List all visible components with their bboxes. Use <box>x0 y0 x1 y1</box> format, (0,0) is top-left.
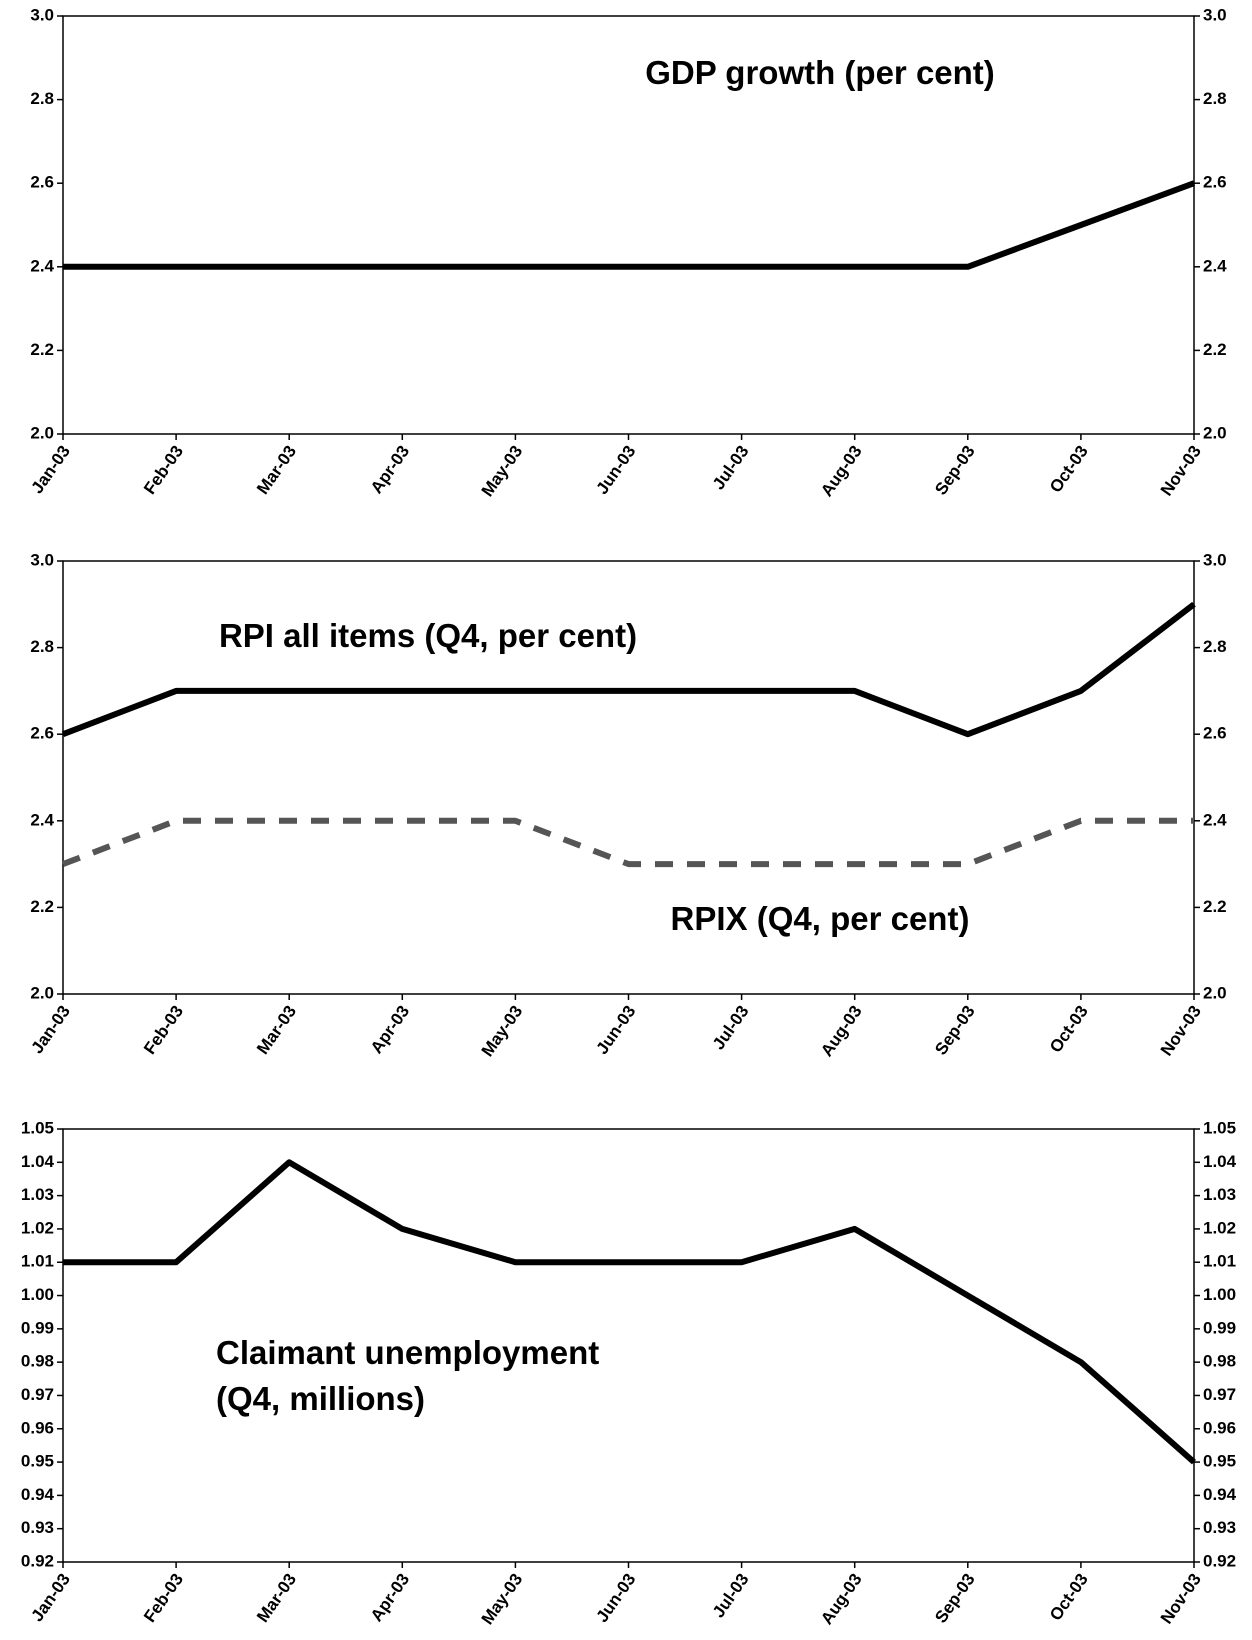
y2-tick-label: 2.4 <box>1203 810 1227 829</box>
x-tick-label: Jun-03 <box>592 1570 639 1626</box>
y2-tick-label: 2.8 <box>1203 89 1227 108</box>
y2-tick-label: 3.0 <box>1203 5 1227 24</box>
y-tick-label: 2.8 <box>30 89 54 108</box>
x-tick-label: Jun-03 <box>592 1002 639 1058</box>
y2-tick-label: 2.2 <box>1203 340 1227 359</box>
y-tick-label: 1.05 <box>21 1118 54 1137</box>
y-tick-label: 0.98 <box>21 1352 54 1371</box>
x-tick-label: Apr-03 <box>367 1570 413 1625</box>
x-tick-label: Jul-03 <box>709 1570 753 1621</box>
y-tick-label: 2.2 <box>30 897 54 916</box>
y2-tick-label: 1.02 <box>1203 1218 1236 1237</box>
x-tick-label: Apr-03 <box>367 442 413 497</box>
y-tick-label: 1.03 <box>21 1185 54 1204</box>
x-tick-label: Sep-03 <box>931 1002 979 1059</box>
y2-tick-label: 2.2 <box>1203 897 1227 916</box>
x-tick-label: Jun-03 <box>592 442 639 498</box>
y-tick-label: 2.0 <box>30 423 54 442</box>
x-tick-label: Jan-03 <box>27 442 73 497</box>
x-tick-label: Aug-03 <box>817 442 866 500</box>
series-line <box>63 180 1196 270</box>
y2-tick-label: 1.00 <box>1203 1285 1236 1304</box>
annotation: RPIX (Q4, per cent) <box>671 900 970 937</box>
y-tick-label: 0.96 <box>21 1418 54 1437</box>
y-tick-label: 3.0 <box>30 5 54 24</box>
x-tick-label: Jan-03 <box>27 1570 73 1625</box>
y2-tick-label: 1.05 <box>1203 1118 1236 1137</box>
x-tick-label: Jul-03 <box>709 1002 753 1053</box>
y2-tick-label: 2.6 <box>1203 724 1227 743</box>
y-tick-label: 0.93 <box>21 1518 54 1537</box>
y-tick-label: 0.92 <box>21 1551 54 1570</box>
y2-tick-label: 2.0 <box>1203 423 1227 442</box>
x-tick-label: Oct-03 <box>1046 442 1092 496</box>
y-tick-label: 2.6 <box>30 724 54 743</box>
x-tick-label: Mar-03 <box>253 1570 300 1626</box>
y2-tick-label: 0.92 <box>1203 1551 1236 1570</box>
y2-tick-label: 2.4 <box>1203 256 1227 275</box>
y-tick-label: 2.0 <box>30 983 54 1002</box>
y-tick-label: 3.0 <box>30 550 54 569</box>
y2-tick-label: 2.8 <box>1203 637 1227 656</box>
y-tick-label: 0.97 <box>21 1385 54 1404</box>
y2-tick-label: 0.94 <box>1203 1485 1237 1504</box>
y-tick-label: 2.2 <box>30 340 54 359</box>
x-tick-label: Feb-03 <box>140 442 187 498</box>
annotation: RPI all items (Q4, per cent) <box>219 617 637 654</box>
x-tick-label: May-03 <box>478 1002 527 1060</box>
x-tick-label: Mar-03 <box>253 442 300 498</box>
x-tick-label: Sep-03 <box>931 1570 979 1627</box>
y-tick-label: 2.8 <box>30 637 54 656</box>
y-tick-label: 2.4 <box>30 256 54 275</box>
plot-frame <box>62 15 1195 435</box>
y-tick-label: 0.94 <box>21 1485 55 1504</box>
y2-tick-label: 0.95 <box>1203 1452 1236 1471</box>
y-tick-label: 0.95 <box>21 1452 54 1471</box>
y-tick-label: 2.6 <box>30 173 54 192</box>
x-tick-label: Apr-03 <box>367 1002 413 1057</box>
series-line <box>61 817 1194 868</box>
y-tick-label: 1.04 <box>21 1152 55 1171</box>
y2-tick-label: 0.93 <box>1203 1518 1236 1537</box>
x-tick-label: Mar-03 <box>253 1002 300 1058</box>
x-tick-label: Nov-03 <box>1157 442 1205 499</box>
y-tick-label: 2.4 <box>30 810 54 829</box>
x-tick-label: Jul-03 <box>709 442 753 493</box>
y2-tick-label: 2.0 <box>1203 983 1227 1002</box>
annotation: Claimant unemployment <box>216 1334 599 1371</box>
y-tick-label: 1.02 <box>21 1218 54 1237</box>
y2-tick-label: 1.04 <box>1203 1152 1237 1171</box>
y-tick-label: 1.01 <box>21 1252 54 1271</box>
x-tick-label: Nov-03 <box>1157 1002 1205 1059</box>
x-tick-label: Aug-03 <box>817 1002 866 1060</box>
annotation: GDP growth (per cent) <box>645 54 995 91</box>
series-line <box>63 1159 1196 1465</box>
y2-tick-label: 2.6 <box>1203 173 1227 192</box>
x-tick-label: May-03 <box>478 1570 527 1628</box>
y2-tick-label: 1.01 <box>1203 1252 1236 1271</box>
x-tick-label: Sep-03 <box>931 442 979 499</box>
x-tick-label: Aug-03 <box>817 1570 866 1628</box>
x-tick-label: Feb-03 <box>140 1002 187 1058</box>
y2-tick-label: 0.96 <box>1203 1418 1236 1437</box>
y2-tick-label: 0.98 <box>1203 1352 1236 1371</box>
x-tick-label: Feb-03 <box>140 1570 187 1626</box>
y-tick-label: 1.00 <box>21 1285 54 1304</box>
y2-tick-label: 0.99 <box>1203 1318 1236 1337</box>
y2-tick-label: 3.0 <box>1203 550 1227 569</box>
x-tick-label: Nov-03 <box>1157 1570 1205 1627</box>
x-tick-label: Oct-03 <box>1046 1002 1092 1056</box>
x-tick-label: Oct-03 <box>1046 1570 1092 1624</box>
y2-tick-label: 1.03 <box>1203 1185 1236 1204</box>
annotation: (Q4, millions) <box>216 1380 425 1417</box>
x-tick-label: Jan-03 <box>27 1002 73 1057</box>
y-tick-label: 0.99 <box>21 1318 54 1337</box>
x-tick-label: May-03 <box>478 442 527 500</box>
y2-tick-label: 0.97 <box>1203 1385 1236 1404</box>
series-line <box>61 601 1196 738</box>
